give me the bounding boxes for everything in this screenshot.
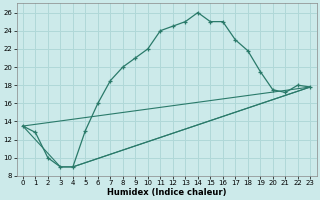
X-axis label: Humidex (Indice chaleur): Humidex (Indice chaleur) <box>107 188 226 197</box>
